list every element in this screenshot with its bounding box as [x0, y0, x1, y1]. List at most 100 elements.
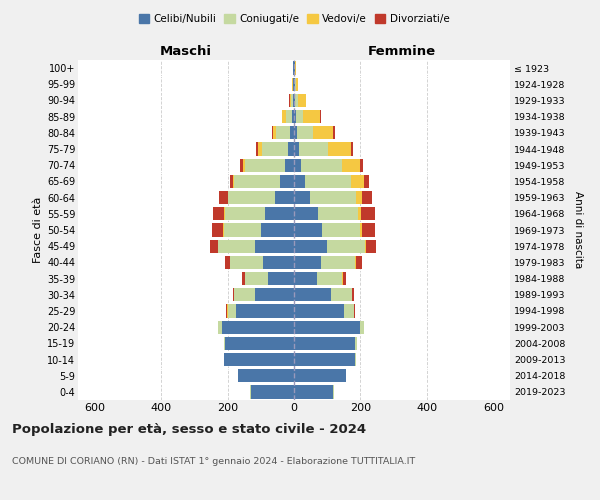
Bar [272, 126, 273, 140]
Bar [342, 158, 360, 172]
Bar [209, 240, 218, 253]
Bar [317, 272, 342, 285]
Bar [295, 62, 296, 74]
Bar [343, 272, 346, 285]
Bar [234, 288, 255, 302]
Bar [262, 142, 288, 156]
Y-axis label: Fasce di età: Fasce di età [32, 197, 43, 263]
Bar [236, 304, 294, 318]
Bar [296, 78, 298, 91]
Bar [294, 386, 333, 398]
Bar [230, 175, 233, 188]
Bar [245, 272, 268, 285]
Bar [298, 126, 313, 140]
Bar [250, 386, 251, 398]
Bar [295, 78, 296, 91]
Text: Femmine: Femmine [368, 46, 436, 59]
Bar [265, 207, 294, 220]
Bar [294, 320, 360, 334]
Bar [303, 110, 320, 124]
Bar [296, 110, 303, 124]
Bar [333, 386, 334, 398]
Bar [294, 94, 295, 107]
Bar [218, 320, 221, 334]
Bar [294, 78, 295, 91]
Bar [333, 126, 335, 140]
Bar [212, 224, 223, 236]
Bar [268, 272, 294, 285]
Text: Popolazione per età, sesso e stato civile - 2024: Popolazione per età, sesso e stato civil… [12, 422, 366, 436]
Bar [351, 142, 353, 156]
Bar [225, 256, 230, 269]
Bar [294, 126, 298, 140]
Bar [233, 288, 234, 302]
Bar [355, 353, 356, 366]
Bar [221, 320, 294, 334]
Bar [230, 256, 263, 269]
Bar [293, 78, 294, 91]
Bar [256, 142, 258, 156]
Bar [331, 288, 352, 302]
Bar [362, 191, 373, 204]
Bar [365, 240, 367, 253]
Bar [293, 94, 294, 107]
Bar [223, 224, 224, 236]
Bar [243, 158, 245, 172]
Bar [362, 224, 375, 236]
Bar [226, 304, 227, 318]
Bar [354, 304, 355, 318]
Bar [351, 175, 364, 188]
Bar [258, 142, 262, 156]
Bar [294, 240, 327, 253]
Bar [255, 240, 294, 253]
Bar [251, 386, 294, 398]
Bar [294, 353, 355, 366]
Bar [290, 94, 292, 107]
Bar [224, 353, 294, 366]
Bar [282, 110, 283, 124]
Bar [294, 224, 322, 236]
Bar [352, 288, 354, 302]
Bar [290, 126, 294, 140]
Bar [263, 256, 294, 269]
Bar [294, 158, 301, 172]
Bar [261, 224, 294, 236]
Bar [328, 142, 351, 156]
Bar [294, 272, 317, 285]
Bar [255, 288, 294, 302]
Bar [212, 207, 224, 220]
Bar [273, 126, 276, 140]
Bar [364, 175, 369, 188]
Text: COMUNE DI CORIANO (RN) - Dati ISTAT 1° gennaio 2024 - Elaborazione TUTTITALIA.IT: COMUNE DI CORIANO (RN) - Dati ISTAT 1° g… [12, 458, 415, 466]
Bar [295, 94, 298, 107]
Bar [367, 240, 376, 253]
Bar [292, 110, 294, 124]
Bar [294, 256, 320, 269]
Bar [238, 369, 294, 382]
Bar [361, 207, 375, 220]
Bar [224, 224, 261, 236]
Bar [298, 94, 306, 107]
Bar [356, 256, 362, 269]
Bar [301, 158, 342, 172]
Bar [228, 191, 275, 204]
Bar [288, 142, 294, 156]
Bar [245, 158, 284, 172]
Bar [233, 175, 234, 188]
Bar [227, 191, 228, 204]
Bar [292, 94, 293, 107]
Bar [224, 336, 225, 350]
Bar [294, 369, 346, 382]
Legend: Celibi/Nubili, Coniugati/e, Vedovi/e, Divorziati/e: Celibi/Nubili, Coniugati/e, Vedovi/e, Di… [134, 10, 454, 29]
Bar [355, 336, 357, 350]
Bar [320, 256, 355, 269]
Bar [293, 62, 294, 74]
Bar [224, 207, 225, 220]
Bar [294, 110, 296, 124]
Bar [225, 336, 294, 350]
Bar [310, 191, 356, 204]
Y-axis label: Anni di nascita: Anni di nascita [573, 192, 583, 268]
Bar [361, 224, 362, 236]
Bar [294, 336, 355, 350]
Bar [355, 256, 356, 269]
